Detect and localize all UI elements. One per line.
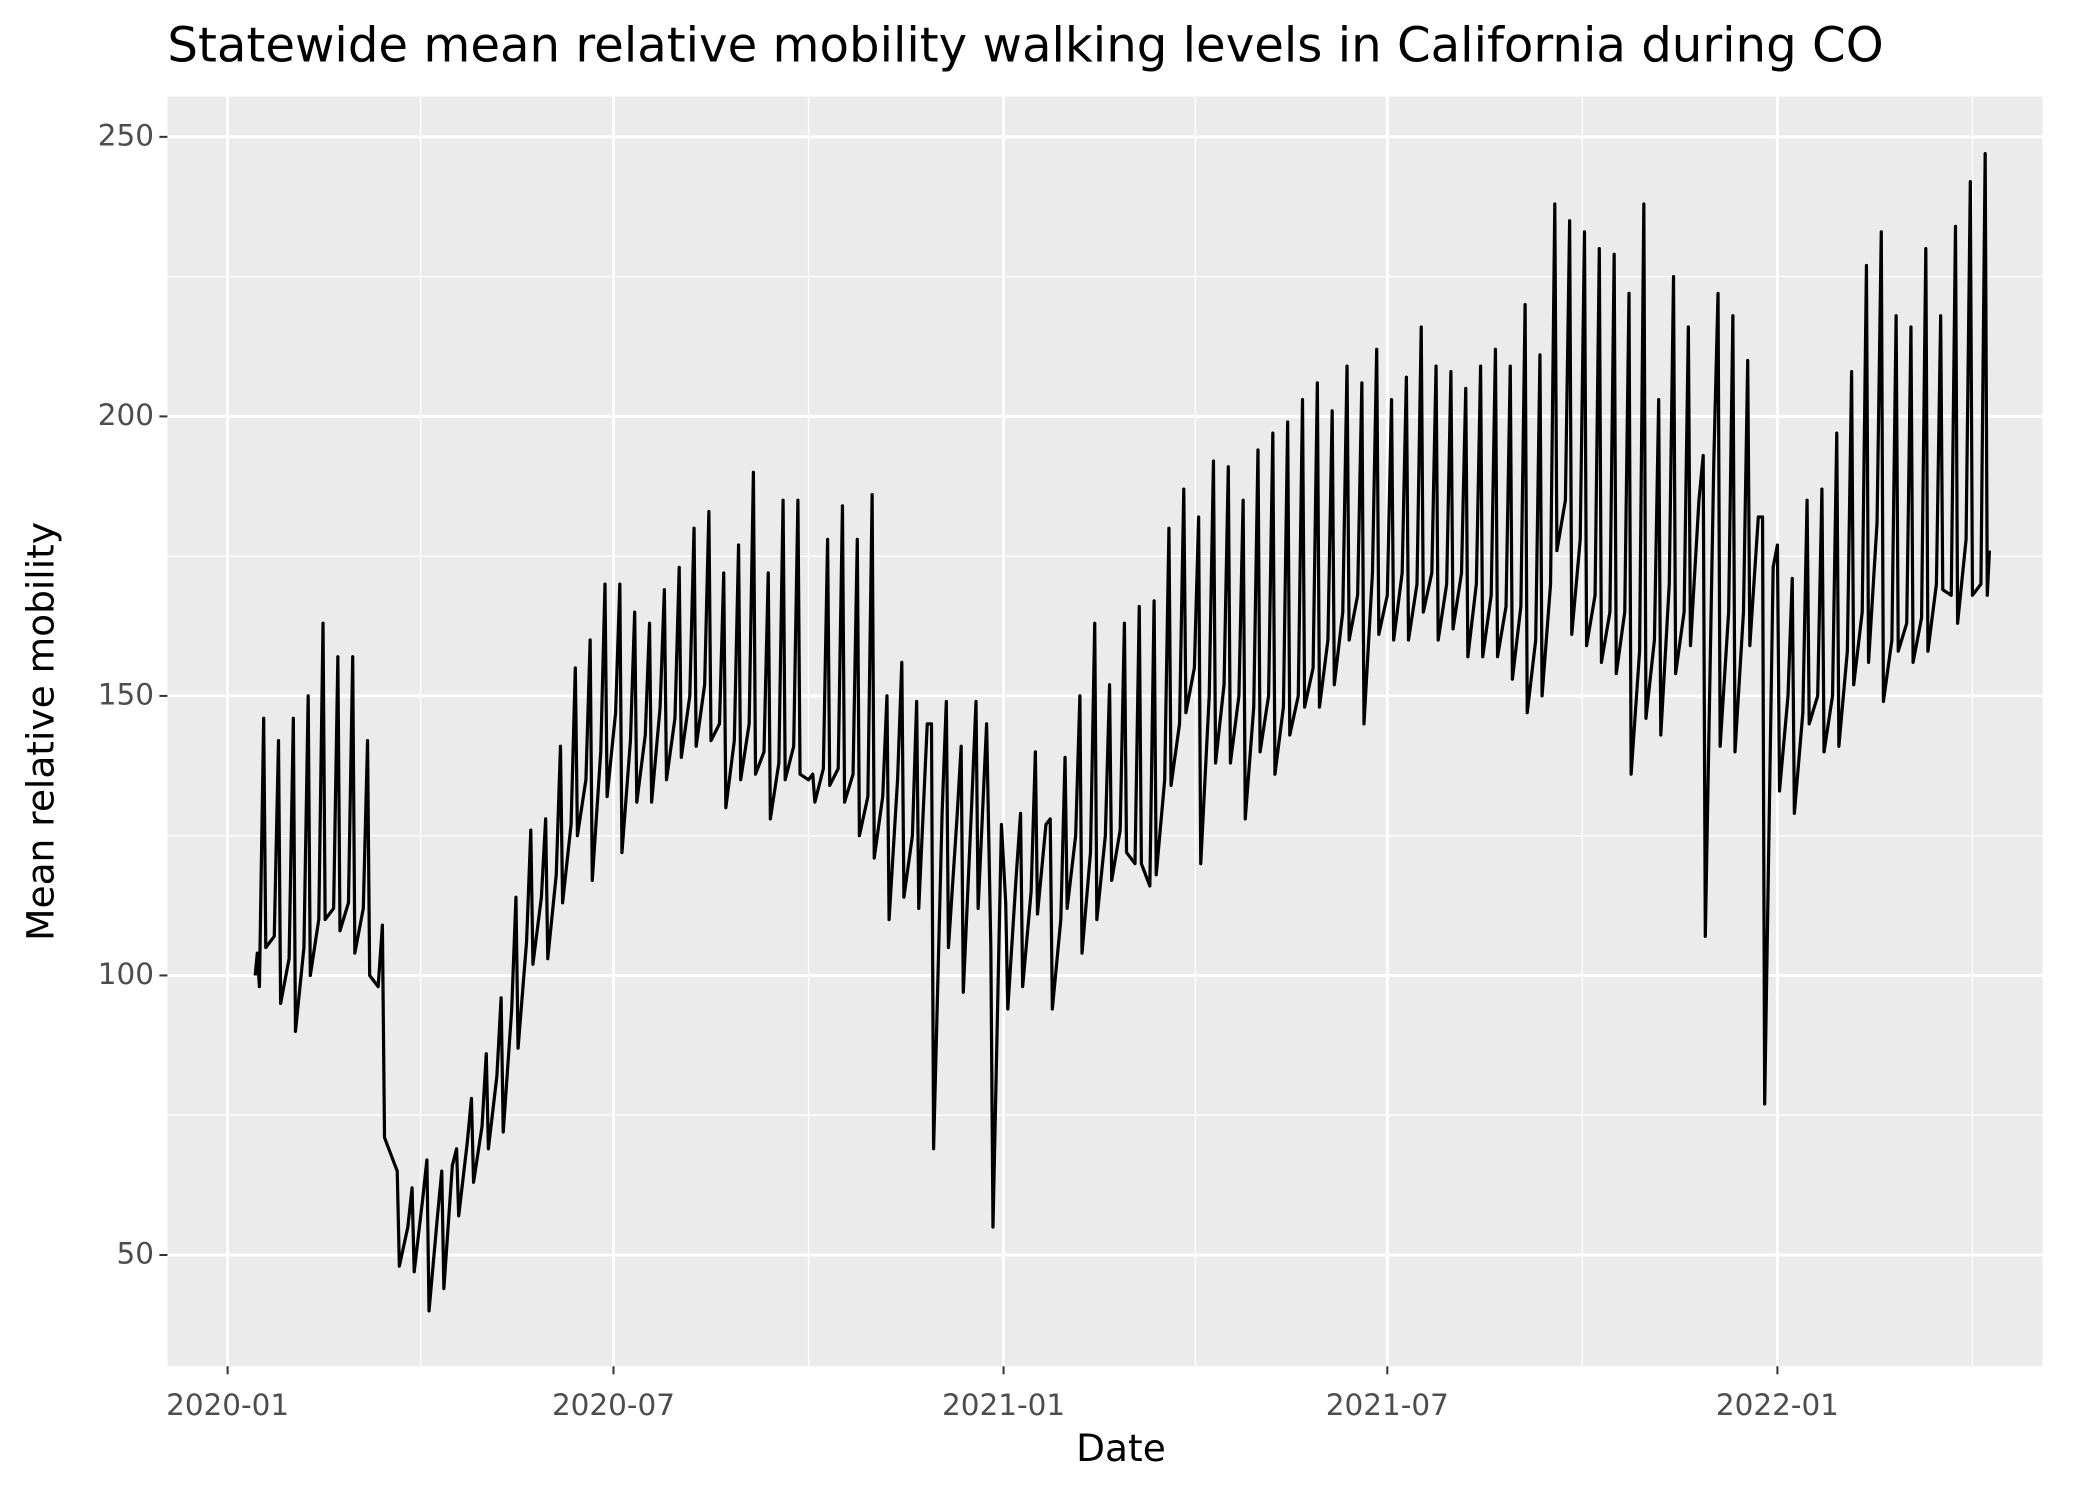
y-tick-label: 150 bbox=[98, 677, 154, 711]
y-axis-title: Mean relative mobility bbox=[18, 522, 62, 941]
plot-area bbox=[253, 152, 1992, 1313]
x-tick-label: 2021-07 bbox=[1326, 1388, 1449, 1422]
chart-title: Statewide mean relative mobility walking… bbox=[167, 17, 1883, 73]
y-tick-label: 100 bbox=[98, 957, 154, 991]
y-tick-label: 50 bbox=[117, 1236, 154, 1270]
x-tick-label: 2021-01 bbox=[942, 1388, 1065, 1422]
x-tick-label: 2020-01 bbox=[166, 1388, 289, 1422]
line bbox=[253, 152, 1992, 1313]
panel bbox=[167, 96, 2043, 1367]
y-tick-label: 250 bbox=[98, 118, 154, 152]
x-tick-label: 2022-01 bbox=[1716, 1388, 1839, 1422]
x-axis-title: Date bbox=[1076, 1426, 1166, 1470]
y-tick-label: 200 bbox=[98, 398, 154, 432]
x-tick-label: 2020-07 bbox=[552, 1388, 675, 1422]
